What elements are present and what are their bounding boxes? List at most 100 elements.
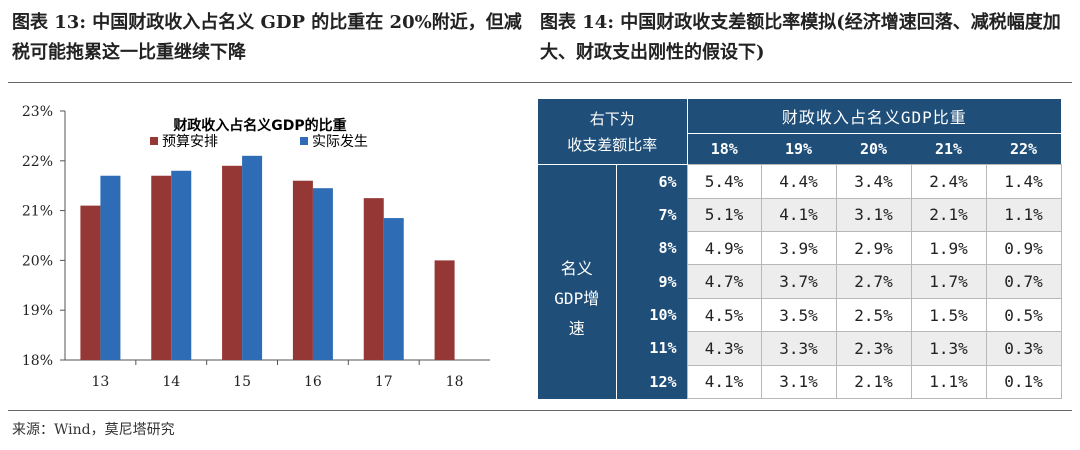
table-cell: 2.1% xyxy=(910,197,987,233)
y-tick-label: 20% xyxy=(22,253,53,269)
table-cell: 3.3% xyxy=(760,331,837,366)
column-header-rate: 22% xyxy=(986,133,1062,165)
figure-14-title: 图表 14: 中国财政收支差额比率模拟(经济增速回落、减税幅度加大、财政支出刚性… xyxy=(540,12,1061,63)
table-cell: 3.7% xyxy=(760,264,837,299)
table-cell: 3.1% xyxy=(835,197,912,233)
source-note: 来源：Wind，莫尼塔研究 xyxy=(12,422,175,438)
x-tick-label: 17 xyxy=(375,374,393,390)
row-header-growth: 6% xyxy=(616,164,688,199)
chart-legend: 预算安排 实际发生 xyxy=(150,134,368,150)
row-header-growth: 8% xyxy=(616,231,688,265)
row-header-growth: 9% xyxy=(616,264,688,299)
legend-swatch xyxy=(300,137,308,145)
y-tick-label: 23% xyxy=(22,104,53,120)
top-divider xyxy=(8,82,1072,83)
table-cell: 2.3% xyxy=(835,331,912,366)
table-cell: 0.5% xyxy=(985,297,1062,333)
table-cell: 4.1% xyxy=(686,364,762,400)
table-cell: 4.9% xyxy=(686,231,762,266)
bar-budget xyxy=(434,260,455,360)
table-cell: 1.1% xyxy=(985,197,1062,233)
table-corner-label: 右下为 收支差额比率 xyxy=(538,99,688,166)
bar-budget xyxy=(222,165,243,360)
chart-title: 财政收入占名义GDP的比重 xyxy=(172,117,346,134)
table-cell: 0.9% xyxy=(985,231,1062,266)
table-cell: 0.3% xyxy=(985,331,1062,366)
corner-line-1: 右下为 xyxy=(589,109,635,128)
bar-actual xyxy=(383,218,404,360)
column-header-rate: 20% xyxy=(836,133,912,165)
column-header-rate: 19% xyxy=(761,133,837,165)
table-cell: 1.5% xyxy=(910,297,987,333)
bar-actual xyxy=(171,170,192,360)
row-group-label-line: GDP增 xyxy=(554,289,600,309)
table-cell: 2.7% xyxy=(835,264,912,299)
y-tick-label: 19% xyxy=(22,303,53,319)
bar-budget xyxy=(292,180,313,360)
deficit-simulation-table: 右下为 收支差额比率 财政收入占名义GDP比重 18% 19% 20% 21% 22% … xyxy=(538,99,1062,400)
table-cell: 5.4% xyxy=(686,164,762,199)
row-header-growth: 12% xyxy=(616,365,688,399)
table-row: 8% 4.9% 3.9% 2.9% 1.9% 0.9% xyxy=(538,231,1062,266)
table-cell: 4.5% xyxy=(686,297,762,333)
figure-13-title: 图表 13: 中国财政收入占名义 GDP 的比重在 20%附近，但减税可能拖累这… xyxy=(12,12,522,63)
bar-actual xyxy=(242,155,263,360)
bar-budget xyxy=(363,198,384,360)
table-cell: 1.3% xyxy=(910,331,987,366)
row-group-label-line: 名义 xyxy=(560,259,593,279)
row-group-label-line: 速 xyxy=(568,319,585,339)
table-cell: 2.9% xyxy=(835,231,912,266)
table-cell: 5.1% xyxy=(686,197,762,233)
legend-label: 实际发生 xyxy=(312,134,368,150)
table-cell: 0.1% xyxy=(985,364,1062,400)
table-cell: 4.4% xyxy=(760,164,837,199)
row-header-growth: 10% xyxy=(616,298,688,332)
table-cell: 3.9% xyxy=(760,231,837,266)
bar-actual xyxy=(100,175,121,360)
table-row: 9% 4.7% 3.7% 2.7% 1.7% 0.7% xyxy=(538,264,1062,299)
table-cell: 1.4% xyxy=(985,164,1062,199)
table-cell: 2.1% xyxy=(835,364,912,400)
table-cell: 4.1% xyxy=(760,197,837,233)
table-row: 11% 4.3% 3.3% 2.3% 1.3% 0.3% xyxy=(538,331,1062,366)
corner-line-2: 收支差额比率 xyxy=(567,135,658,154)
x-tick-label: 18 xyxy=(446,374,464,390)
column-header-rate: 21% xyxy=(911,133,987,165)
row-header-growth: 7% xyxy=(616,198,688,232)
y-tick-label: 18% xyxy=(22,353,53,369)
chart-bars xyxy=(80,155,455,360)
x-tick-label: 16 xyxy=(304,374,322,390)
table-row: 名义 GDP增速 6% 5.4% 4.4% 3.4% 2.4% 1.4% xyxy=(538,164,1062,399)
revenue-ratio-bar-chart: 18% 19% 20% 21% 22% 23% 13 14 15 16 17 18 财政收入占名义GD… xyxy=(22,104,490,390)
bar-budget xyxy=(151,175,172,360)
column-header-row: 18% 19% 20% 21% 22% xyxy=(538,133,1062,165)
y-tick-label: 22% xyxy=(22,154,53,170)
table-cell: 2.4% xyxy=(910,164,987,199)
bar-actual xyxy=(312,188,333,360)
table-cell: 1.7% xyxy=(910,264,987,299)
row-header-growth: 11% xyxy=(616,331,688,366)
legend-swatch xyxy=(150,137,158,145)
table-row: 10% 4.5% 3.5% 2.5% 1.5% 0.5% xyxy=(538,297,1062,333)
column-group-label: 财政收入占名义GDP比重 xyxy=(687,99,1062,134)
table-cell: 0.7% xyxy=(985,264,1062,299)
table-cell: 3.5% xyxy=(760,297,837,333)
x-tick-label: 13 xyxy=(92,374,110,390)
x-tick-label: 14 xyxy=(162,374,180,390)
y-tick-label: 21% xyxy=(22,204,53,220)
table-row: 12% 4.1% 3.1% 2.1% 1.1% 0.1% xyxy=(538,364,1062,400)
table-cell: 2.5% xyxy=(835,297,912,333)
table-cell: 4.7% xyxy=(686,264,762,299)
bar-budget xyxy=(80,205,101,360)
table-cell: 1.1% xyxy=(910,364,987,400)
row-group-label: 名义 GDP增速 xyxy=(538,164,617,399)
table-row: 7% 5.1% 4.1% 3.1% 2.1% 1.1% xyxy=(538,197,1062,233)
table-cell: 3.1% xyxy=(760,364,837,400)
table-cell: 4.3% xyxy=(686,331,762,366)
table-cell: 1.9% xyxy=(910,231,987,266)
legend-label: 预算安排 xyxy=(162,134,218,150)
bottom-divider xyxy=(8,410,1072,411)
x-tick-label: 15 xyxy=(233,374,251,390)
column-header-rate: 18% xyxy=(687,133,762,165)
chart-axes: 18% 19% 20% 21% 22% 23% 13 14 15 16 17 18 xyxy=(22,104,490,390)
